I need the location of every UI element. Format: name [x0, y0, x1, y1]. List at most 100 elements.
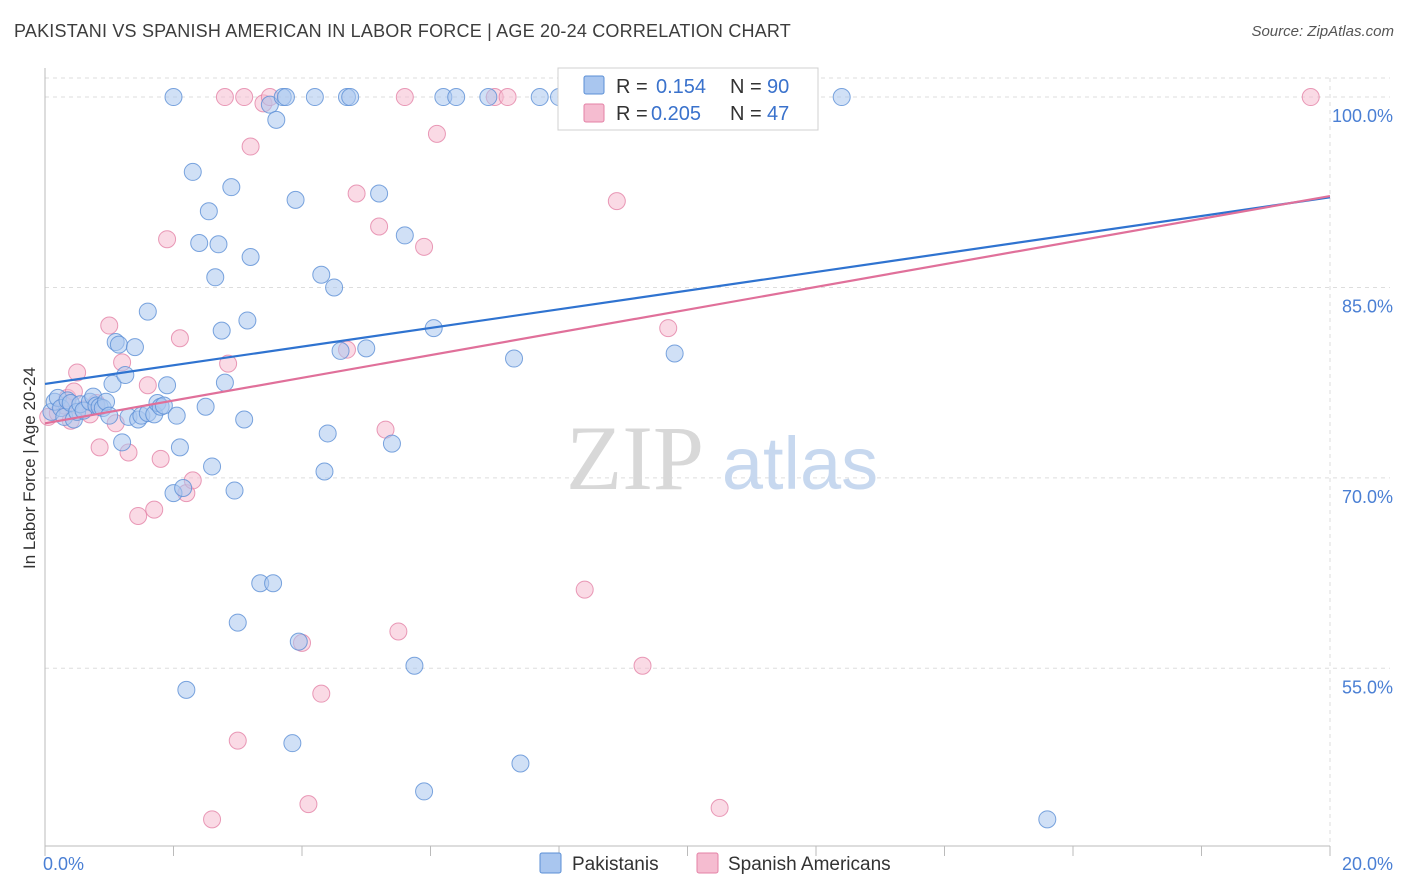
pakistani-point	[225, 481, 244, 500]
trend-lines	[44, 194, 1331, 425]
pakistani-point	[199, 202, 218, 221]
series-legend-swatch-spanish-americans	[696, 852, 719, 874]
pakistani-point	[116, 366, 135, 385]
pakistani-point	[283, 734, 302, 753]
y-tick-label: 85.0%	[1342, 296, 1393, 316]
spanish-american-point	[370, 217, 389, 236]
pakistani-point	[215, 373, 234, 392]
pakistani-point	[312, 265, 331, 284]
spanish-american-point	[90, 438, 109, 457]
spanish-american-trend-line	[44, 194, 1331, 425]
spanish-american-point	[170, 329, 189, 348]
pakistani-point	[357, 339, 376, 358]
x-tick-label: 0.0%	[43, 854, 84, 874]
data-points	[39, 88, 1320, 829]
pakistani-point	[125, 338, 144, 357]
spanish-american-point	[299, 795, 318, 814]
spanish-american-point	[395, 88, 414, 107]
pakistani-point	[370, 184, 389, 203]
legend-r-label-2: R =	[616, 103, 648, 125]
pakistani-point	[286, 190, 305, 209]
watermark-atlas: atlas	[722, 422, 878, 505]
pakistani-point	[235, 410, 254, 429]
pakistani-point	[305, 88, 324, 107]
pakistani-point	[177, 680, 196, 699]
pakistani-point	[505, 349, 524, 368]
legend-n-value-1: 90	[767, 76, 789, 98]
pakistani-point	[341, 88, 360, 107]
spanish-american-point	[241, 137, 260, 156]
series-legend-label-pakistanis: Pakistanis	[572, 854, 659, 875]
pakistani-point	[264, 574, 283, 593]
pakistani-point	[267, 110, 286, 129]
pakistani-point	[109, 335, 128, 354]
grid-lines	[45, 77, 1390, 846]
pakistani-point	[164, 88, 183, 107]
pakistani-point	[405, 656, 424, 675]
pakistani-point	[382, 434, 401, 453]
chart-title: PAKISTANI VS SPANISH AMERICAN IN LABOR F…	[14, 21, 791, 41]
pakistani-point	[196, 397, 215, 416]
spanish-american-point	[312, 684, 331, 703]
legend-swatch-spanish-americans	[583, 103, 605, 123]
pakistani-point	[1038, 810, 1057, 829]
spanish-american-point	[633, 656, 652, 675]
spanish-american-point	[347, 184, 366, 203]
spanish-american-point	[710, 798, 729, 817]
spanish-american-point	[129, 506, 148, 525]
pakistani-point	[511, 754, 530, 773]
pakistani-point	[174, 479, 193, 498]
legend-n-label-1: N =	[730, 76, 762, 98]
spanish-american-point	[138, 376, 157, 395]
pakistani-point	[100, 406, 119, 425]
pakistani-point	[276, 88, 295, 107]
pakistani-point	[228, 613, 247, 632]
spanish-american-point	[203, 810, 222, 829]
pakistani-point	[238, 311, 257, 330]
spanish-american-point	[215, 88, 234, 107]
pakistani-point	[103, 374, 122, 393]
watermark-zip: ZIP	[566, 407, 704, 509]
pakistani-point	[170, 438, 189, 457]
chart-source: Source: ZipAtlas.com	[1251, 23, 1394, 40]
legend-r-value-1: 0.154	[656, 76, 706, 98]
pakistani-point	[479, 88, 498, 107]
spanish-american-point	[145, 500, 164, 519]
spanish-american-point	[68, 363, 87, 382]
spanish-american-point	[575, 580, 594, 599]
pakistani-point	[241, 247, 260, 266]
axes	[44, 68, 1331, 856]
y-tick-label: 100.0%	[1332, 106, 1393, 126]
series-legend-swatch-pakistanis	[539, 852, 562, 874]
pakistani-point	[138, 302, 157, 321]
spanish-american-point	[389, 622, 408, 641]
pakistani-point	[222, 178, 241, 197]
legend-r-label-1: R =	[616, 76, 648, 98]
spanish-american-point	[228, 731, 247, 750]
legend-r-value-2: 0.205	[651, 103, 701, 125]
spanish-american-point	[100, 316, 119, 335]
x-tick-labels: 0.0% 20.0%	[43, 854, 1393, 874]
pakistani-point	[395, 226, 414, 245]
spanish-american-point	[498, 88, 517, 107]
pakistani-point	[212, 321, 231, 340]
pakistani-point	[331, 341, 350, 360]
pakistani-point	[167, 406, 186, 425]
pakistani-point	[318, 424, 337, 443]
pakistani-point	[158, 376, 177, 395]
pakistani-point	[209, 235, 228, 254]
pakistani-point	[203, 457, 222, 476]
spanish-american-point	[659, 319, 678, 338]
pakistani-point	[113, 433, 132, 452]
y-tick-labels: 55.0% 70.0% 85.0% 100.0%	[1332, 106, 1393, 697]
spanish-american-point	[1301, 88, 1320, 107]
pakistani-point	[447, 88, 466, 107]
spanish-american-point	[415, 237, 434, 256]
pakistani-point	[325, 278, 344, 297]
pakistani-point	[315, 462, 334, 481]
spanish-american-point	[427, 124, 446, 143]
pakistani-trend-line	[44, 196, 1331, 386]
series-legend: Pakistanis Spanish Americans	[539, 852, 891, 875]
legend-swatch-pakistanis	[583, 75, 605, 95]
